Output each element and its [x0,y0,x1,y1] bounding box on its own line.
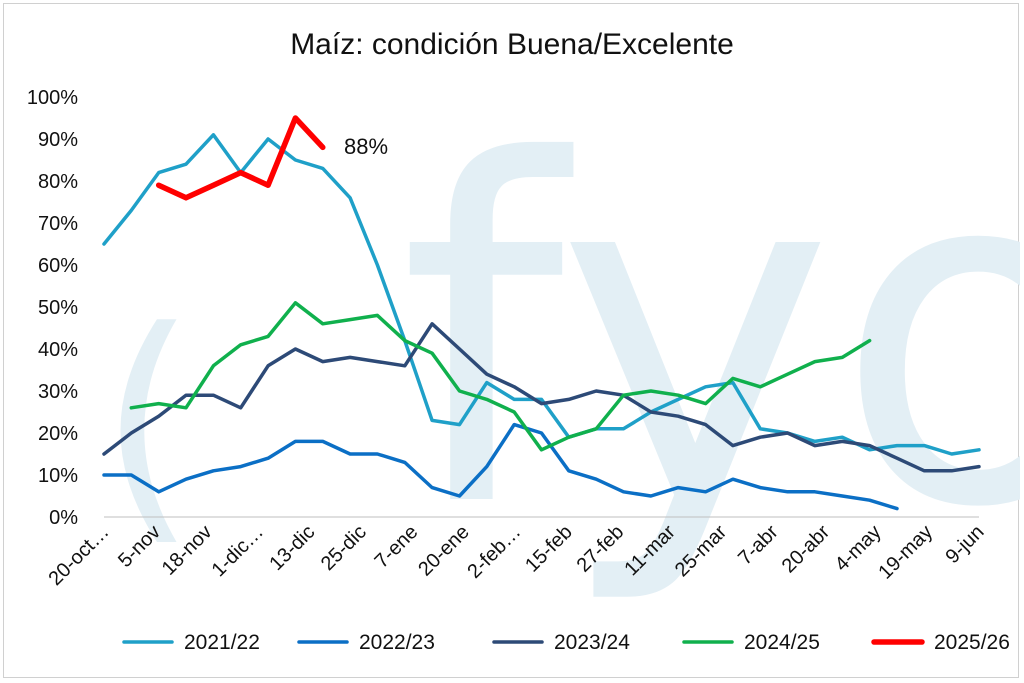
x-tick-label: 1-dic… [208,521,268,581]
y-tick-label: 10% [38,465,78,487]
legend-label: 2024/25 [744,631,820,654]
y-tick-label: 50% [38,297,78,319]
y-tick-label: 100% [27,87,78,109]
last-value-annotation: 88% [344,134,388,159]
watermark-text: fyo [399,63,1020,610]
chart-frame: ( fyo Maíz: condición Buena/Excelente 0%… [3,3,1020,678]
series-line-2024-25 [129,301,872,452]
legend-label: 2021/22 [184,631,260,654]
y-tick-label: 30% [38,381,78,403]
series-line-2022-23 [102,422,899,511]
line-chart: ( fyo Maíz: condición Buena/Excelente 0%… [27,28,1020,654]
legend-label: 2022/23 [359,631,435,654]
legend-label: 2023/24 [554,631,630,654]
watermark: ( fyo [99,63,1020,610]
y-tick-label: 0% [49,507,78,529]
chart-title: Maíz: condición Buena/Excelente [290,28,734,61]
series-line-2023-24 [102,322,981,473]
x-tick-label: 13-dic [265,521,319,575]
x-tick-label: 25-dic [317,521,371,575]
y-tick-label: 80% [38,171,78,193]
series-line-2021-22 [102,133,981,456]
y-tick-label: 90% [38,129,78,151]
y-tick-label: 40% [38,339,78,361]
y-tick-label: 70% [38,213,78,235]
legend: 2021/22 2022/23 2023/24 2024/25 2025/26 [122,631,1010,654]
y-tick-label: 60% [38,255,78,277]
series-line-2025-26 [155,115,326,201]
y-axis: 0% 10% 20% 30% 40% 50% 60% 70% 80% 90% 100% [27,87,78,529]
legend-label: 2025/26 [934,631,1010,654]
y-tick-label: 20% [38,423,78,445]
series-layer [102,115,981,511]
